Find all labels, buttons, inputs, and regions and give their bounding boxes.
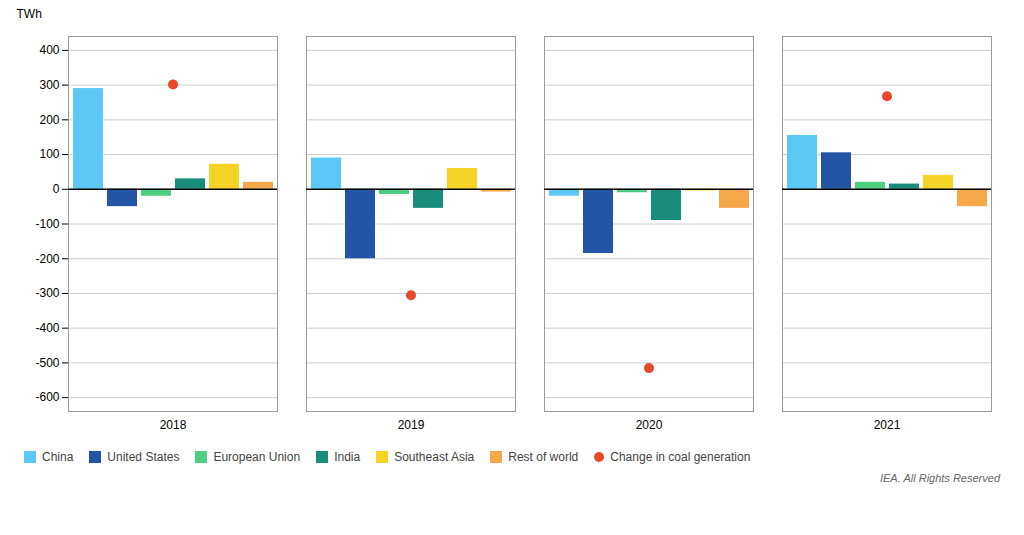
- svg-text:2018: 2018: [160, 418, 187, 432]
- svg-text:100: 100: [39, 147, 59, 161]
- html-text:European Union: European Union: [213, 450, 301, 464]
- html-text:China: China: [42, 450, 74, 464]
- html-text:United States: United States: [107, 450, 180, 464]
- svg-text:-600: -600: [35, 390, 59, 404]
- html-text:Southeast Asia: Southeast Asia: [394, 450, 475, 464]
- svg-text:0: 0: [53, 182, 60, 196]
- svg-text:-300: -300: [35, 286, 59, 300]
- svg-text:200: 200: [39, 113, 59, 127]
- svg-text:TWh: TWh: [17, 7, 42, 21]
- svg-text:-500: -500: [35, 356, 59, 370]
- svg-text:300: 300: [39, 78, 59, 92]
- html-text:India: India: [334, 450, 361, 464]
- svg-text:-200: -200: [35, 252, 59, 266]
- svg-text:2020: 2020: [636, 418, 663, 432]
- svg-text:-100: -100: [35, 217, 59, 231]
- svg-text:-400: -400: [35, 321, 59, 335]
- html-text:Rest of world: Rest of world: [508, 450, 579, 464]
- html-text:IEA. All Rights Reserved: IEA. All Rights Reserved: [880, 472, 1000, 484]
- svg-text:400: 400: [39, 43, 59, 57]
- svg-text:2019: 2019: [398, 418, 425, 432]
- html-text:Change in coal generation: Change in coal generation: [610, 450, 751, 464]
- svg-text:2021: 2021: [874, 418, 901, 432]
